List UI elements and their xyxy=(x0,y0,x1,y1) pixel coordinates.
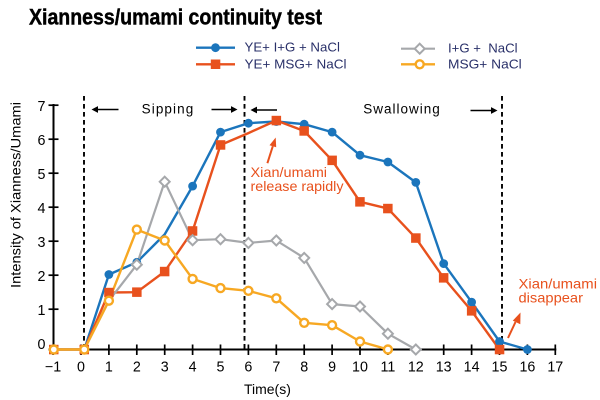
svg-text:14: 14 xyxy=(464,360,480,376)
svg-text:Swallowing: Swallowing xyxy=(363,101,441,116)
svg-text:6: 6 xyxy=(244,360,252,376)
svg-text:disappear: disappear xyxy=(519,289,584,305)
svg-text:15: 15 xyxy=(492,360,508,376)
svg-text:3: 3 xyxy=(161,360,169,376)
svg-text:13: 13 xyxy=(436,360,452,376)
svg-text:4: 4 xyxy=(38,201,46,217)
svg-text:6: 6 xyxy=(38,133,46,149)
svg-text:4: 4 xyxy=(189,360,197,376)
svg-text:16: 16 xyxy=(519,360,535,376)
svg-text:3: 3 xyxy=(38,235,46,251)
svg-text:5: 5 xyxy=(38,167,46,183)
svg-text:1: 1 xyxy=(38,303,46,319)
svg-text:Xian/umami: Xian/umami xyxy=(519,276,598,292)
svg-text:Xianness/umami continuity test: Xianness/umami continuity test xyxy=(29,4,323,29)
svg-text:YE+ MSG+ NaCl: YE+ MSG+ NaCl xyxy=(245,56,347,71)
svg-text:0: 0 xyxy=(77,360,85,376)
svg-text:7: 7 xyxy=(272,360,280,376)
svg-text:0: 0 xyxy=(38,337,46,353)
svg-text:5: 5 xyxy=(217,360,225,376)
svg-text:8: 8 xyxy=(300,360,308,376)
svg-text:17: 17 xyxy=(547,360,563,376)
svg-text:2: 2 xyxy=(38,269,46,285)
svg-text:10: 10 xyxy=(352,360,368,376)
svg-text:release rapidly: release rapidly xyxy=(251,178,344,194)
svg-text:7: 7 xyxy=(38,99,46,115)
svg-text:MSG+ NaCl: MSG+ NaCl xyxy=(448,56,522,71)
svg-text:Time(s): Time(s) xyxy=(244,381,291,397)
svg-text:YE+ I+G + NaCl: YE+ I+G + NaCl xyxy=(245,40,341,55)
svg-text:−1: −1 xyxy=(45,360,61,376)
svg-text:2: 2 xyxy=(133,360,141,376)
svg-text:Sipping: Sipping xyxy=(142,101,195,116)
svg-text:12: 12 xyxy=(408,360,424,376)
svg-text:Intensity of Xianness/Umami: Intensity of Xianness/Umami xyxy=(9,102,24,288)
svg-text:11: 11 xyxy=(380,360,395,376)
svg-text:Xian/umami: Xian/umami xyxy=(251,164,328,180)
svg-text:I+G + NaCl: I+G + NaCl xyxy=(448,41,518,56)
svg-text:1: 1 xyxy=(105,360,113,376)
svg-text:9: 9 xyxy=(328,360,336,376)
